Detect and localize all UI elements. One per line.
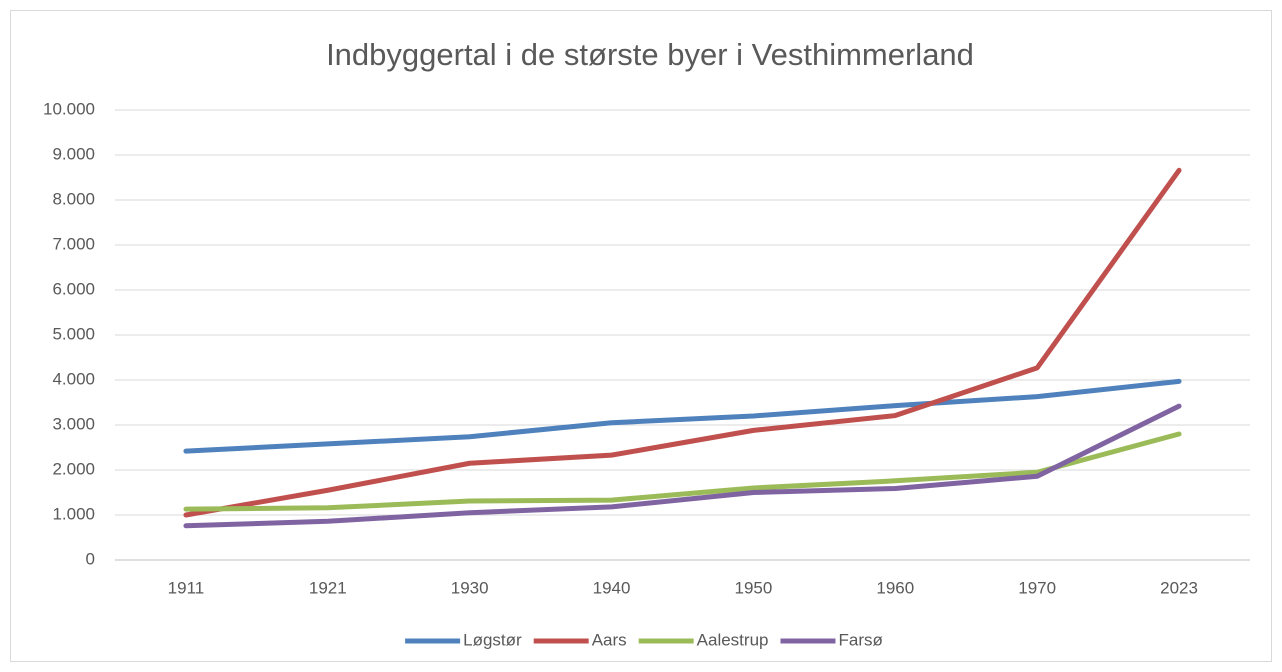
x-tick-label: 1940 (593, 578, 631, 597)
y-tick-label: 7.000 (52, 234, 95, 253)
x-tick-label: 1911 (168, 578, 205, 597)
legend-label: Aalestrup (697, 630, 769, 649)
line-series (183, 431, 1182, 512)
x-tick-label: 1970 (1018, 578, 1056, 597)
y-tick-label: 2.000 (52, 459, 95, 478)
line-series (183, 378, 1182, 454)
y-tick-label: 3.000 (52, 414, 95, 433)
chart-title: Indbyggertal i de største byer i Vesthim… (326, 37, 974, 72)
y-tick-label: 6.000 (52, 279, 95, 298)
x-tick-label: 1930 (451, 578, 489, 597)
line-series (183, 403, 1182, 529)
legend-label: Aars (592, 630, 627, 649)
y-tick-label: 0 (86, 549, 95, 568)
chart-border (10, 10, 1272, 662)
legend-label: Farsø (838, 630, 882, 649)
x-tick-label: 1921 (309, 578, 347, 597)
legend-label: Løgstør (463, 630, 522, 649)
x-tick-label: 2023 (1160, 578, 1198, 597)
y-tick-label: 8.000 (52, 189, 95, 208)
y-tick-label: 10.000 (43, 99, 95, 118)
y-tick-label: 5.000 (52, 324, 95, 343)
y-tick-label: 9.000 (52, 144, 95, 163)
y-tick-label: 4.000 (52, 369, 95, 388)
line-series (183, 167, 1182, 518)
x-tick-label: 1960 (876, 578, 914, 597)
y-tick-label: 1.000 (52, 504, 95, 523)
x-tick-label: 1950 (735, 578, 773, 597)
